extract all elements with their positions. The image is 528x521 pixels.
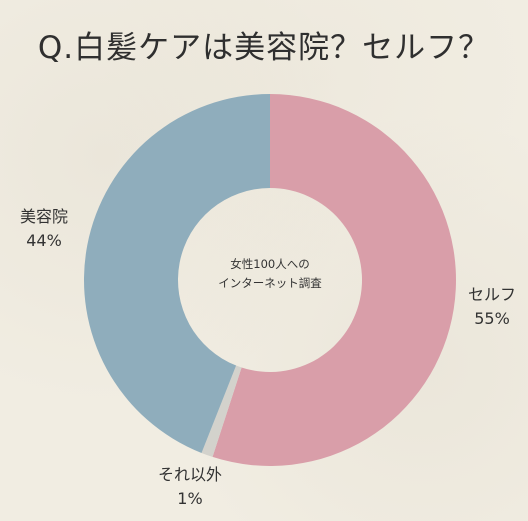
slice-2 xyxy=(84,94,270,453)
slice-label-0: セルフ xyxy=(468,285,516,304)
chart-slices xyxy=(84,94,457,466)
chart-title: Q.白髪ケアは美容院？セルフ？ xyxy=(37,30,491,66)
center-note-line-1: 女性100人への xyxy=(230,257,309,271)
slice-value-1: 1% xyxy=(177,489,202,508)
slice-value-0: 55% xyxy=(474,309,510,328)
slice-label-2: 美容院 xyxy=(20,207,68,226)
slice-label-1: それ以外 xyxy=(158,465,222,484)
slice-0 xyxy=(212,94,457,466)
slice-value-2: 44% xyxy=(26,231,62,250)
chart-labels: セルフ 55% それ以外 1% 美容院 44% xyxy=(20,207,516,508)
center-note-line-2: インターネット調査 xyxy=(218,276,322,290)
slice-1 xyxy=(201,365,242,457)
